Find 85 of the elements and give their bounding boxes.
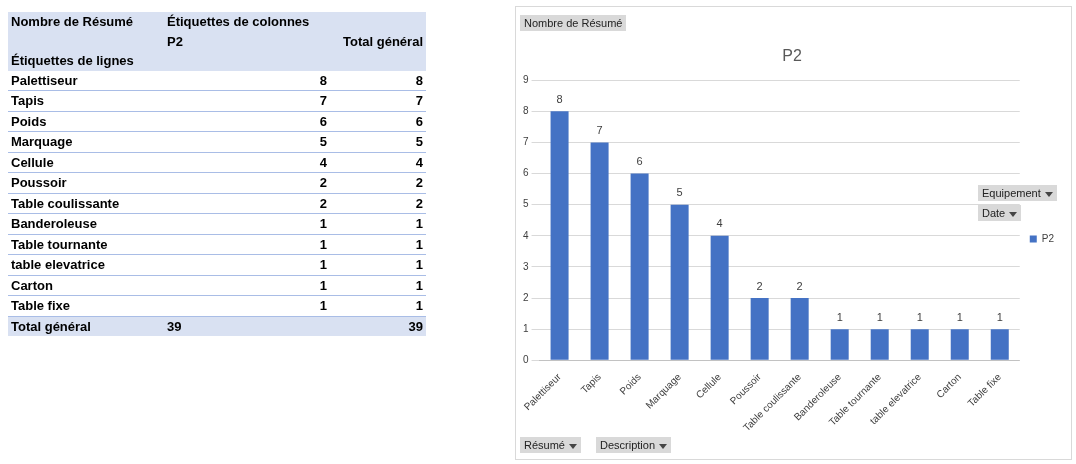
- data-label: 6: [164, 111, 330, 132]
- data-label: 4: [164, 152, 330, 173]
- text: Étiquettes de colonnes: [164, 12, 330, 32]
- legend-label: P2: [1041, 232, 1055, 244]
- text: Nombre de Résumé: [520, 15, 627, 31]
- category-label: Table fixe: [8, 295, 164, 316]
- y-tick-label: 1: [523, 322, 529, 334]
- text: Nombre de Résumé: [8, 12, 164, 32]
- data-label: 7: [330, 90, 426, 111]
- y-tick-label: 8: [523, 105, 529, 117]
- text: Résumé: [520, 437, 581, 453]
- text: Total général: [8, 316, 164, 336]
- chart-title: P2: [782, 47, 802, 65]
- bar: [670, 204, 689, 360]
- data-label: 2: [756, 279, 763, 292]
- category-label: Poids: [8, 111, 164, 132]
- category-label: Table tournante: [8, 234, 164, 255]
- y-tick-label: 9: [523, 73, 529, 85]
- data-label: 5: [330, 131, 426, 152]
- bar: [550, 111, 569, 360]
- data-label: 2: [330, 193, 426, 214]
- bar: [790, 298, 809, 360]
- data-label: 1: [996, 310, 1003, 323]
- data-label: 6: [636, 155, 643, 168]
- data-label: 4: [330, 152, 426, 173]
- category-label: Carton: [8, 275, 164, 296]
- text: 39: [164, 316, 330, 336]
- y-tick-label: 3: [523, 260, 529, 272]
- data-label: 2: [164, 172, 330, 193]
- data-label: 1: [916, 310, 923, 323]
- data-label: 1: [330, 295, 426, 316]
- category-label: Tapis: [8, 90, 164, 111]
- bar: [710, 235, 729, 360]
- y-tick-label: 0: [523, 354, 529, 366]
- category-label: Marquage: [8, 131, 164, 152]
- data-label: 2: [796, 279, 803, 292]
- text: Description: [596, 437, 672, 453]
- data-label: 8: [556, 92, 563, 105]
- data-label: 1: [956, 310, 963, 323]
- y-tick-label: 5: [523, 198, 529, 210]
- data-label: 7: [164, 90, 330, 111]
- data-label: 1: [164, 254, 330, 275]
- data-label: 8: [330, 70, 426, 91]
- data-label: 1: [330, 213, 426, 234]
- category-label: Palettiseur: [8, 70, 164, 91]
- data-label: 1: [330, 275, 426, 296]
- category-label: Cellule: [8, 152, 164, 173]
- text: 39: [330, 316, 426, 336]
- data-label: 1: [836, 310, 843, 323]
- text: Total général: [330, 31, 426, 51]
- data-label: 2: [330, 172, 426, 193]
- bar: [830, 329, 849, 360]
- bar: [630, 173, 649, 360]
- bar: [990, 329, 1009, 360]
- text: Étiquettes de lignes: [8, 51, 164, 71]
- text: P2: [164, 31, 330, 51]
- data-label: 5: [676, 186, 683, 199]
- data-label: 1: [330, 234, 426, 255]
- data-label: 1: [330, 254, 426, 275]
- y-tick-label: 2: [523, 291, 529, 303]
- data-label: 1: [164, 213, 330, 234]
- category-label: Poussoir: [8, 172, 164, 193]
- bar: [870, 329, 889, 360]
- data-label: 1: [164, 275, 330, 296]
- data-label: 5: [164, 131, 330, 152]
- y-tick-label: 6: [523, 167, 529, 179]
- data-label: 2: [164, 193, 330, 214]
- data-label: 7: [596, 123, 603, 136]
- annotation: Date: [978, 205, 1022, 221]
- y-tick-label: 7: [523, 136, 529, 148]
- annotation: Equipement: [978, 185, 1057, 201]
- bar: [590, 142, 609, 360]
- y-tick-label: 4: [523, 229, 529, 241]
- data-label: 1: [164, 234, 330, 255]
- data-label: 1: [876, 310, 883, 323]
- bar: [910, 329, 929, 360]
- data-label: 4: [716, 217, 723, 230]
- data-label: 6: [330, 111, 426, 132]
- category-label: Table coulissante: [8, 193, 164, 214]
- category-label: table elevatrice: [8, 254, 164, 275]
- bar: [750, 298, 769, 360]
- data-label: 1: [164, 295, 330, 316]
- category-label: Banderoleuse: [8, 213, 164, 234]
- bar: [950, 329, 969, 360]
- data-label: 8: [164, 70, 330, 91]
